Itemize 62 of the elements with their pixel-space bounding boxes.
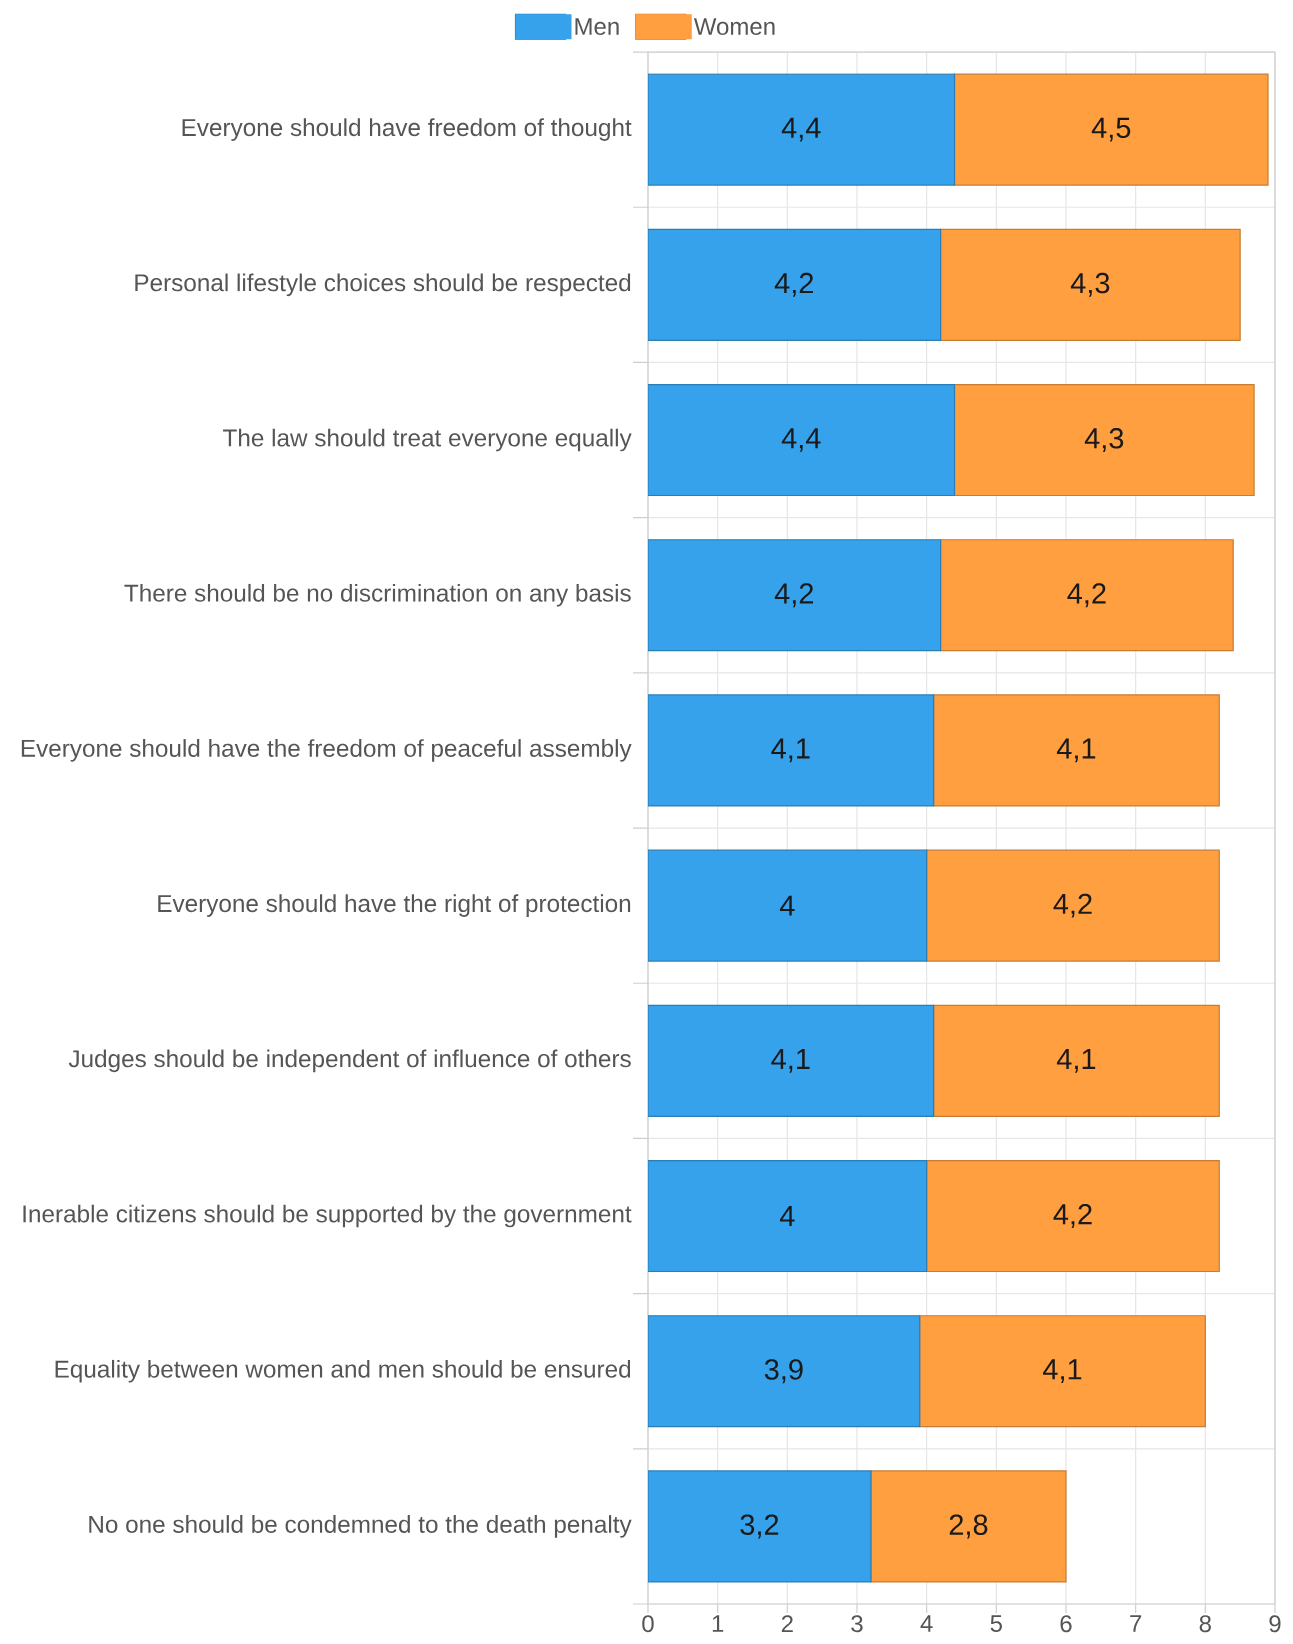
data-label: 3,9 [764,1359,803,1384]
bar [647,849,928,962]
x-tick-label: 7 [1130,1615,1142,1632]
data-label: 4,5 [1091,117,1131,142]
bar [926,849,1220,962]
x-tick-label: 0 [642,1615,654,1633]
data-label: 4,4 [781,117,821,142]
data-label: 4,1 [771,1048,810,1073]
data-label: 4,2 [1067,583,1106,608]
legend-label: Men [575,18,619,35]
x-tick-label: 3 [851,1615,863,1633]
bar [647,1470,872,1583]
data-label: 2,8 [949,1514,988,1539]
bar [933,694,1220,807]
bar [939,228,1241,341]
bar [939,539,1234,652]
data-label: 4,1 [1043,1359,1082,1384]
bar [647,383,956,497]
x-tick-label: 9 [1269,1615,1281,1633]
y-tick-label: There should be no discrimination on any basis [124,583,631,607]
x-tick-label: 5 [990,1615,1002,1632]
y-tick-label: Everyone should have the freedom of peaceful assembly [21,739,632,762]
data-label: 4,1 [1056,1048,1096,1073]
data-label: 4,2 [774,272,813,297]
data-label: 4,2 [1053,1204,1092,1228]
y-tick-label: Equality between women and men should be ensured [55,1359,631,1383]
bar [933,1004,1220,1117]
bar [647,73,956,186]
y-tick-label: Inerable citizens should be supported by the government [23,1204,632,1228]
y-tick-label: No one should be condemned to the death penalty [89,1515,632,1538]
bar [870,1470,1067,1583]
x-tick-label: 6 [1060,1615,1072,1633]
data-label: 4,1 [1056,738,1096,763]
data-label: 4,3 [1070,272,1110,297]
data-label: 4,4 [781,428,821,452]
bar [953,73,1269,186]
x-tick-label: 2 [781,1615,793,1632]
data-label: 3,2 [740,1514,779,1539]
x-tick-label: 8 [1199,1615,1211,1633]
data-label: 4 [779,895,795,916]
bar [926,1159,1220,1273]
legend-label: Women [693,18,775,35]
bar [647,228,942,341]
data-label: 4,2 [774,583,813,608]
bar [647,539,942,652]
x-tick-label: 4 [920,1615,933,1632]
y-tick-label: Judges should be independent of influence of others [68,1049,631,1073]
bar [647,1004,935,1117]
data-label: 4,2 [1053,893,1092,918]
bar [919,1315,1206,1428]
x-tick-label: 1 [712,1615,724,1632]
bar [647,1159,928,1273]
y-tick-label: The law should treat everyone equally [223,428,632,452]
data-label: 4 [779,1206,795,1226]
bar [647,694,935,807]
y-tick-label: Everyone should have the right of protection [158,894,631,917]
y-tick-label: Personal lifestyle choices should be respected [135,273,631,297]
data-label: 4,3 [1084,428,1124,452]
bar [647,1315,921,1428]
bar [953,383,1255,497]
y-tick-label: Everyone should have freedom of thought [182,118,632,141]
data-label: 4,1 [771,738,810,763]
